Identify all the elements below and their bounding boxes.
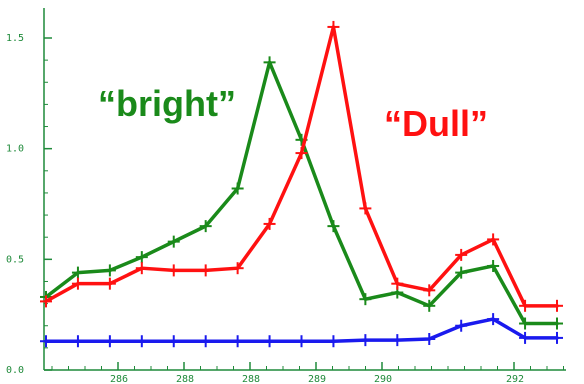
data-point bbox=[167, 264, 180, 277]
data-point bbox=[71, 335, 84, 348]
data-point bbox=[391, 277, 404, 290]
data-point bbox=[167, 335, 180, 348]
data-point bbox=[199, 220, 212, 233]
data-point bbox=[519, 317, 532, 330]
x-tick-label: 290 bbox=[374, 374, 392, 384]
data-point bbox=[295, 147, 308, 160]
data-point bbox=[40, 335, 52, 348]
x-tick-label: 292 bbox=[506, 374, 524, 384]
data-point bbox=[455, 319, 468, 332]
data-point bbox=[231, 262, 244, 275]
data-point bbox=[423, 284, 436, 297]
data-point bbox=[135, 262, 148, 275]
data-point bbox=[71, 277, 84, 290]
data-point bbox=[551, 331, 563, 344]
data-point bbox=[167, 235, 180, 248]
data-point bbox=[263, 56, 276, 69]
data-point bbox=[135, 251, 148, 264]
x-tick-label: 286 bbox=[110, 374, 128, 384]
data-point bbox=[263, 217, 276, 230]
data-point bbox=[391, 334, 404, 347]
data-point bbox=[487, 313, 500, 326]
data-point bbox=[199, 335, 212, 348]
data-point bbox=[327, 335, 340, 348]
data-point bbox=[359, 334, 372, 347]
data-point bbox=[423, 333, 436, 346]
series-layer bbox=[40, 20, 563, 348]
annotation-dull: “Dull” bbox=[384, 103, 488, 144]
y-tick-label: 0.0 bbox=[6, 365, 24, 376]
data-point bbox=[487, 259, 500, 272]
annotation-bright: “bright” bbox=[98, 83, 236, 124]
data-point bbox=[359, 293, 372, 306]
data-point bbox=[487, 233, 500, 246]
x-tick-label: 288 bbox=[176, 374, 194, 384]
data-point bbox=[327, 220, 340, 233]
data-point bbox=[103, 335, 116, 348]
data-point bbox=[519, 331, 532, 344]
data-point bbox=[327, 20, 340, 33]
data-point bbox=[359, 202, 372, 215]
data-point bbox=[135, 335, 148, 348]
y-tick-label: 1.0 bbox=[6, 144, 24, 155]
data-point bbox=[231, 182, 244, 195]
data-point bbox=[295, 335, 308, 348]
y-tick-label: 1.5 bbox=[6, 33, 24, 44]
data-point bbox=[423, 299, 436, 312]
data-point bbox=[71, 266, 84, 279]
data-point bbox=[455, 266, 468, 279]
data-point bbox=[551, 299, 563, 312]
annotation-layer: “bright” “Dull” bbox=[98, 83, 488, 144]
data-point bbox=[231, 335, 244, 348]
data-point bbox=[40, 295, 52, 308]
x-tick-label: 288 bbox=[242, 374, 260, 384]
data-point bbox=[551, 317, 563, 330]
data-point bbox=[103, 264, 116, 277]
y-tick-label: 0.5 bbox=[6, 254, 24, 265]
axes: 0.0 0.5 1.0 1.5 286 288 288 289 290 292 bbox=[6, 8, 566, 384]
data-point bbox=[519, 299, 532, 312]
data-point bbox=[455, 248, 468, 261]
data-point bbox=[199, 264, 212, 277]
data-point bbox=[263, 335, 276, 348]
x-tick-label: 289 bbox=[308, 374, 326, 384]
data-point bbox=[103, 277, 116, 290]
